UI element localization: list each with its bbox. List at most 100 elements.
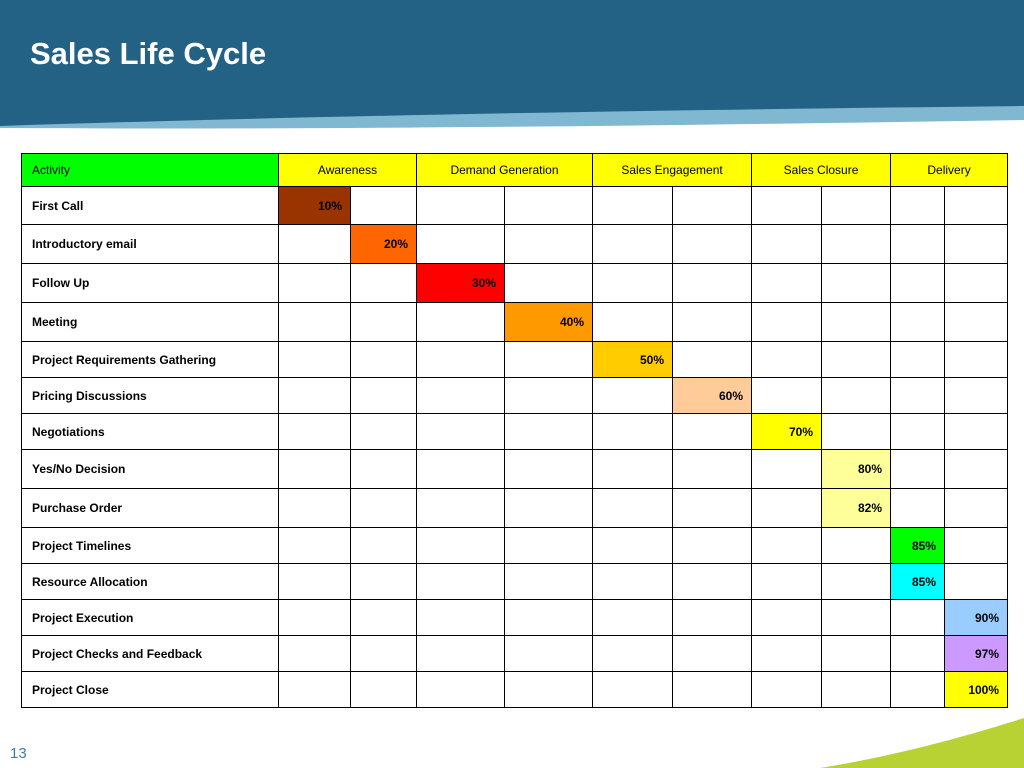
empty-cell [944,413,1009,450]
empty-cell [416,224,505,264]
empty-cell [278,671,351,708]
table-row: Pricing Discussions 60% [21,377,1009,414]
empty-cell [672,671,753,708]
empty-cell [751,341,823,378]
progress-value-cell: 20% [350,224,417,264]
table-row: Project Checks and Feedback 97% [21,635,1009,672]
empty-cell [821,635,892,672]
empty-cell [592,449,674,489]
empty-cell [751,186,823,225]
progress-value-cell: 80% [821,449,892,489]
table-row: Resource Allocation 85% [21,563,1009,600]
empty-cell [416,186,505,225]
progress-value-cell: 85% [890,527,946,564]
empty-cell [592,413,674,450]
table-row: Follow Up 30% [21,263,1009,303]
table-row: Project Close 100% [21,671,1009,708]
empty-cell [751,635,823,672]
empty-cell [821,186,892,225]
empty-cell [751,563,823,600]
stage-header: Awareness [278,153,417,187]
empty-cell [592,488,674,528]
empty-cell [944,302,1009,342]
empty-cell [672,563,753,600]
empty-cell [944,449,1009,489]
empty-cell [592,224,674,264]
activity-label: Project Execution [21,599,279,636]
empty-cell [890,341,946,378]
empty-cell [350,635,417,672]
table-row: First Call 10% [21,186,1009,225]
empty-cell [672,302,753,342]
empty-cell [821,563,892,600]
progress-value-cell: 60% [672,377,753,414]
stage-header: Sales Engagement [592,153,753,187]
empty-cell [350,413,417,450]
empty-cell [672,488,753,528]
empty-cell [503,563,594,600]
progress-value-cell: 100% [944,671,1009,708]
empty-cell [751,671,823,708]
table-row: Project Requirements Gathering 50% [21,341,1009,378]
empty-cell [672,224,753,264]
empty-cell [278,563,351,600]
table-row: Negotiations 70% [21,413,1009,450]
empty-cell [278,341,351,378]
empty-cell [278,488,351,528]
empty-cell [416,599,505,636]
footer-accent-curve [820,718,1024,768]
empty-cell [416,635,505,672]
empty-cell [503,186,594,225]
empty-cell [416,563,505,600]
activity-label: First Call [21,186,279,225]
empty-cell [944,263,1009,303]
header-band [0,0,1024,129]
empty-cell [278,224,351,264]
empty-cell [890,488,946,528]
stage-header: Delivery [890,153,1009,187]
activity-label: Resource Allocation [21,563,279,600]
table-row: Project Timelines 85% [21,527,1009,564]
stage-header: Sales Closure [751,153,892,187]
empty-cell [503,413,594,450]
empty-cell [503,263,594,303]
empty-cell [672,635,753,672]
table-row: Purchase Order 82% [21,488,1009,528]
empty-cell [890,302,946,342]
empty-cell [503,599,594,636]
progress-value-cell: 10% [278,186,351,225]
empty-cell [944,563,1009,600]
empty-cell [416,449,505,489]
table-row: Meeting 40% [21,302,1009,342]
progress-value-cell: 30% [416,263,505,303]
progress-value-cell: 50% [592,341,674,378]
activity-column-header: Activity [21,153,279,187]
empty-cell [416,302,505,342]
progress-value-cell: 97% [944,635,1009,672]
activity-label: Purchase Order [21,488,279,528]
progress-value-cell: 85% [890,563,946,600]
activity-label: Negotiations [21,413,279,450]
empty-cell [350,527,417,564]
empty-cell [592,563,674,600]
empty-cell [503,377,594,414]
empty-cell [821,599,892,636]
empty-cell [503,224,594,264]
progress-value-cell: 82% [821,488,892,528]
empty-cell [592,302,674,342]
empty-cell [278,449,351,489]
progress-value-cell: 40% [503,302,594,342]
empty-cell [821,671,892,708]
empty-cell [672,341,753,378]
footer-swoosh [820,718,1024,768]
empty-cell [821,413,892,450]
header-band-fill [0,0,1024,126]
sales-life-cycle-table: Activity Awareness Demand Generation Sal… [21,153,1009,708]
empty-cell [350,186,417,225]
empty-cell [821,302,892,342]
empty-cell [503,527,594,564]
activity-label: Project Close [21,671,279,708]
empty-cell [503,635,594,672]
empty-cell [672,186,753,225]
empty-cell [751,527,823,564]
